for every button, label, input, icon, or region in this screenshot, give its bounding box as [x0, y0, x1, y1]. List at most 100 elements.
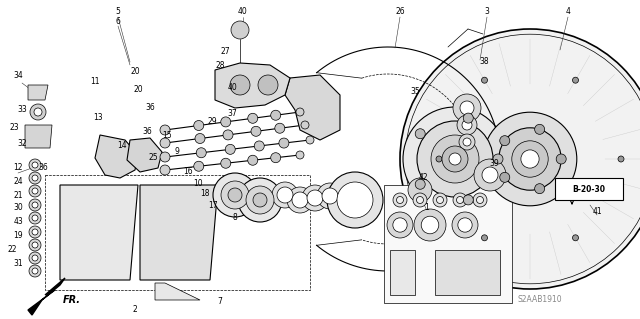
- Bar: [45, 175, 310, 290]
- Circle shape: [453, 94, 481, 122]
- Circle shape: [453, 193, 467, 207]
- Circle shape: [32, 188, 38, 194]
- Text: 11: 11: [90, 78, 100, 86]
- Circle shape: [618, 156, 624, 162]
- Circle shape: [512, 141, 548, 177]
- Text: 18: 18: [200, 189, 210, 198]
- Circle shape: [221, 117, 231, 127]
- Text: FR.: FR.: [63, 295, 81, 305]
- Text: 34: 34: [13, 70, 23, 79]
- Polygon shape: [435, 250, 500, 295]
- Circle shape: [251, 126, 261, 136]
- Circle shape: [573, 235, 579, 241]
- Bar: [384, 185, 512, 303]
- Text: 40: 40: [238, 8, 248, 17]
- Text: 20: 20: [133, 85, 143, 93]
- Circle shape: [221, 158, 231, 168]
- Circle shape: [483, 112, 577, 206]
- Text: B-20-30: B-20-30: [573, 184, 605, 194]
- Text: 17: 17: [208, 201, 218, 210]
- Text: 41: 41: [592, 207, 602, 217]
- Text: 29: 29: [207, 117, 217, 127]
- Circle shape: [279, 138, 289, 148]
- Circle shape: [194, 121, 204, 130]
- Circle shape: [442, 146, 468, 172]
- Polygon shape: [215, 63, 290, 108]
- Circle shape: [463, 138, 471, 146]
- Circle shape: [296, 151, 304, 159]
- Circle shape: [493, 154, 503, 164]
- Text: 8: 8: [232, 213, 237, 222]
- Circle shape: [322, 188, 338, 204]
- Circle shape: [248, 155, 258, 165]
- Text: 36: 36: [145, 102, 155, 112]
- Text: 16: 16: [183, 167, 193, 176]
- Circle shape: [534, 184, 545, 194]
- Text: 6: 6: [116, 18, 120, 26]
- Circle shape: [248, 113, 258, 123]
- Circle shape: [408, 178, 432, 202]
- Circle shape: [29, 199, 41, 211]
- Circle shape: [417, 197, 424, 204]
- Text: 4: 4: [566, 8, 570, 17]
- Circle shape: [196, 148, 206, 158]
- Circle shape: [456, 197, 463, 204]
- Circle shape: [459, 134, 475, 150]
- Circle shape: [32, 242, 38, 248]
- Circle shape: [474, 159, 506, 191]
- Circle shape: [258, 75, 278, 95]
- Circle shape: [458, 218, 472, 232]
- Circle shape: [275, 123, 285, 133]
- Circle shape: [421, 216, 439, 234]
- Text: 43: 43: [13, 218, 23, 226]
- Circle shape: [29, 185, 41, 197]
- Polygon shape: [127, 138, 162, 172]
- Text: 37: 37: [227, 109, 237, 118]
- Circle shape: [160, 165, 170, 175]
- Circle shape: [195, 133, 205, 144]
- Circle shape: [452, 212, 478, 238]
- Circle shape: [415, 129, 425, 139]
- Polygon shape: [28, 278, 65, 315]
- Circle shape: [400, 29, 640, 289]
- Text: 12: 12: [13, 164, 23, 173]
- Circle shape: [413, 193, 427, 207]
- Text: 40: 40: [227, 84, 237, 93]
- Circle shape: [473, 193, 487, 207]
- Circle shape: [32, 175, 38, 181]
- Text: 13: 13: [93, 114, 103, 122]
- Circle shape: [246, 186, 274, 214]
- Circle shape: [221, 181, 249, 209]
- Circle shape: [397, 197, 403, 204]
- Circle shape: [223, 130, 233, 140]
- Text: 39: 39: [489, 159, 499, 167]
- Polygon shape: [60, 185, 138, 280]
- Circle shape: [271, 110, 281, 120]
- Polygon shape: [28, 85, 48, 100]
- Text: 10: 10: [193, 179, 203, 188]
- Circle shape: [32, 162, 38, 168]
- Circle shape: [415, 179, 425, 189]
- Text: 15: 15: [162, 130, 172, 139]
- Circle shape: [463, 113, 474, 123]
- Circle shape: [481, 235, 488, 241]
- Text: 36: 36: [38, 162, 48, 172]
- Circle shape: [403, 107, 507, 211]
- Circle shape: [482, 167, 498, 183]
- Circle shape: [32, 202, 38, 208]
- Circle shape: [337, 182, 373, 218]
- Circle shape: [29, 212, 41, 224]
- Circle shape: [301, 121, 309, 129]
- Circle shape: [387, 212, 413, 238]
- Circle shape: [500, 172, 509, 182]
- Circle shape: [213, 173, 257, 217]
- Text: S2AAB1910: S2AAB1910: [518, 295, 563, 305]
- Polygon shape: [155, 283, 200, 300]
- Circle shape: [30, 104, 46, 120]
- Text: 27: 27: [220, 48, 230, 56]
- Circle shape: [272, 182, 298, 208]
- Text: 22: 22: [7, 246, 17, 255]
- Text: 23: 23: [9, 123, 19, 132]
- Text: 21: 21: [13, 190, 23, 199]
- Text: 25: 25: [148, 152, 158, 161]
